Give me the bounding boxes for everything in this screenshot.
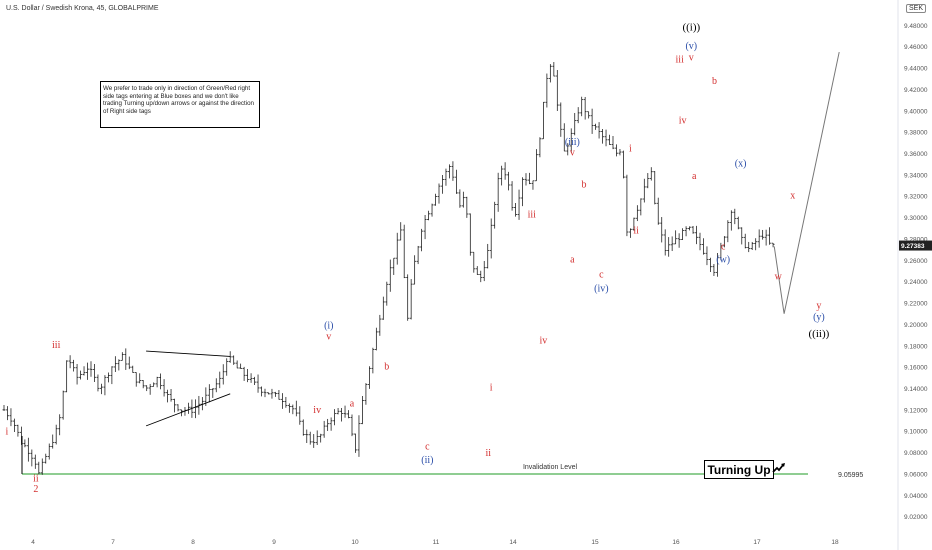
time-tick-label: 9 — [272, 539, 276, 546]
wave-label: v — [326, 331, 331, 342]
price-tick-label: 9.22000 — [904, 301, 928, 308]
time-tick-label: 7 — [111, 539, 115, 546]
price-tick-label: 9.20000 — [904, 322, 928, 329]
price-tick-label: 9.26000 — [904, 258, 928, 265]
wave-label: x — [790, 190, 795, 201]
wave-label: v — [689, 53, 694, 64]
price-tick-label: 9.42000 — [904, 87, 928, 94]
price-axis: 9.02000 9.04000 9.06000 9.08000 9.10000 9.120… — [897, 0, 932, 550]
projection-path — [773, 51, 840, 314]
price-tick-label: 9.02000 — [904, 514, 928, 521]
price-tick-label: 9.38000 — [904, 130, 928, 137]
turning-up-box: Turning Up — [704, 460, 774, 479]
wave-label: ((i)) — [682, 22, 700, 34]
price-tick-label: 9.36000 — [904, 151, 928, 158]
wave-label: (iii) — [565, 137, 580, 148]
time-tick-label: 10 — [351, 539, 359, 546]
wave-label: ii — [486, 448, 492, 459]
wave-label: iv — [540, 336, 548, 347]
wave-label: v — [570, 148, 575, 159]
wave-label: iv — [313, 405, 321, 416]
wave-label: (v) — [685, 41, 697, 52]
price-tick-label: 9.28000 — [904, 236, 928, 243]
time-tick-label: 14 — [509, 539, 517, 546]
price-tick-label: 9.46000 — [904, 44, 928, 51]
wave-label: iii — [676, 55, 685, 66]
wave-label: a — [350, 399, 355, 410]
time-tick-label: 17 — [753, 539, 761, 546]
time-tick-label: 16 — [672, 539, 680, 546]
time-tick-label: 18 — [831, 539, 839, 546]
price-tick-label: 9.10000 — [904, 429, 928, 436]
invalidation-label: Invalidation Level — [523, 464, 578, 471]
wave-label: iii — [52, 340, 61, 351]
pattern-lines — [145, 51, 840, 427]
wave-label: b — [712, 76, 717, 87]
price-tick-label: 9.18000 — [904, 343, 928, 350]
wave-label: (iv) — [594, 283, 608, 294]
wave-label: (y) — [813, 312, 825, 323]
wave-label: c — [425, 441, 430, 452]
currency-button[interactable]: SEK — [905, 4, 926, 13]
wave-label: a — [570, 254, 575, 265]
price-tick-label: 9.06000 — [904, 471, 928, 478]
price-tick-label: 9.16000 — [904, 365, 928, 372]
wave-labels: 2iiiiiiivv(i)abc(ii)iiiiiiivv(iii)abc(iv… — [6, 22, 830, 495]
time-tick-label: 4 — [31, 539, 35, 546]
wave-label: y — [816, 300, 821, 311]
last-price-tag — [899, 240, 932, 251]
time-tick-label: 11 — [433, 539, 440, 546]
price-tick-label: 9.14000 — [904, 386, 928, 393]
time-axis: 4 7 8 9 10 11 14 15 16 17 18 — [31, 539, 839, 546]
time-tick-label: 15 — [591, 539, 599, 546]
price-tick-label: 9.12000 — [904, 407, 928, 414]
wave-label: 2 — [33, 484, 38, 495]
wave-label: ((ii)) — [809, 328, 830, 340]
price-tick-label: 9.24000 — [904, 279, 928, 286]
price-tick-label: 9.08000 — [904, 450, 928, 457]
wave-label: ii — [633, 226, 639, 237]
wave-label: w — [775, 272, 783, 283]
wave-label: i — [490, 383, 493, 394]
triangle-upper-line — [146, 350, 231, 357]
price-tick-label: 9.48000 — [904, 23, 928, 30]
wave-label: (i) — [324, 321, 333, 332]
wave-label: i — [6, 426, 9, 437]
invalidation-line-group: Invalidation Level 9.05995 — [21, 435, 863, 479]
invalidation-value: 9.05995 — [838, 472, 863, 479]
wave-label: iii — [528, 210, 537, 221]
wave-label: i — [629, 143, 632, 154]
time-tick-label: 8 — [191, 539, 195, 546]
price-tick-label: 9.04000 — [904, 493, 928, 500]
wave-label: a — [692, 171, 697, 182]
ohlc-bars — [2, 62, 775, 475]
triangle-lower-line — [145, 393, 231, 427]
wave-label: iv — [679, 116, 687, 127]
wave-label: ii — [33, 473, 39, 484]
wave-label: c — [599, 269, 604, 280]
wave-label: (w) — [716, 254, 730, 265]
trading-note: We prefer to trade only in direction of … — [100, 81, 260, 128]
price-tick-label: 9.44000 — [904, 66, 928, 73]
price-tick-label: 9.34000 — [904, 172, 928, 179]
last-price-label: 9.27383 — [901, 243, 925, 250]
price-tick-label: 9.32000 — [904, 194, 928, 201]
wave-label: c — [721, 242, 726, 253]
wave-label: b — [384, 361, 389, 372]
price-tick-label: 9.30000 — [904, 215, 928, 222]
wave-label: (ii) — [421, 455, 433, 466]
wave-label: (x) — [735, 158, 747, 169]
arrow-up-right-icon — [772, 463, 785, 473]
wave-label: b — [582, 180, 587, 191]
chart-title: U.S. Dollar / Swedish Krona, 45, GLOBALP… — [6, 5, 159, 12]
price-tick-label: 9.40000 — [904, 108, 928, 115]
